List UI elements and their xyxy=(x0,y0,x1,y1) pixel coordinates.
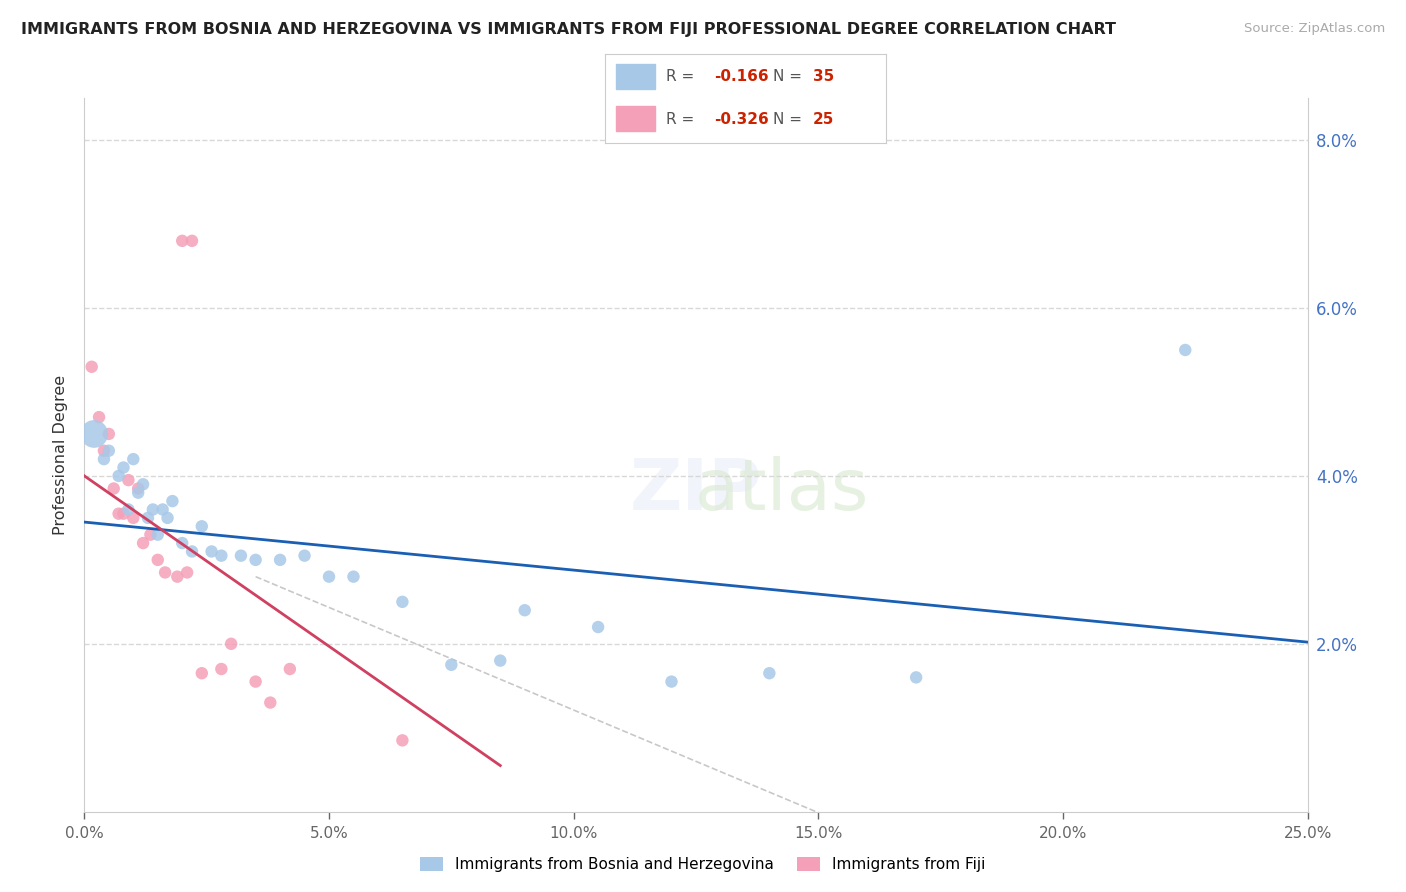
Point xyxy=(440,657,463,672)
Point xyxy=(127,482,149,496)
Point xyxy=(191,519,214,533)
Point xyxy=(107,469,129,483)
Point xyxy=(93,443,115,458)
Point xyxy=(162,494,184,508)
Point xyxy=(489,654,512,668)
Point xyxy=(142,502,165,516)
Point xyxy=(181,234,204,248)
Text: R =: R = xyxy=(666,112,700,127)
Point xyxy=(122,452,145,467)
Y-axis label: Professional Degree: Professional Degree xyxy=(53,375,69,535)
Bar xyxy=(616,64,655,89)
Point xyxy=(166,569,188,583)
Point xyxy=(112,507,135,521)
Point xyxy=(127,485,149,500)
Point xyxy=(294,549,316,563)
Point xyxy=(152,502,174,516)
Point xyxy=(181,544,204,558)
Point xyxy=(391,733,413,747)
Text: atlas: atlas xyxy=(695,456,869,525)
Text: N =: N = xyxy=(773,112,807,127)
Point xyxy=(661,674,683,689)
Point xyxy=(146,527,169,541)
Point xyxy=(209,549,232,563)
Point xyxy=(586,620,609,634)
Point xyxy=(905,670,928,684)
Point xyxy=(97,426,120,441)
Point xyxy=(146,553,169,567)
Point xyxy=(139,527,162,541)
Text: 25: 25 xyxy=(813,112,834,127)
Point xyxy=(269,553,291,567)
Point xyxy=(136,511,159,525)
Point xyxy=(1174,343,1197,357)
Point xyxy=(209,662,232,676)
Point xyxy=(200,544,222,558)
Point xyxy=(103,482,125,496)
Point xyxy=(97,443,120,458)
Point xyxy=(391,595,413,609)
Point xyxy=(219,637,242,651)
Point xyxy=(83,426,105,441)
Point xyxy=(172,234,194,248)
Point xyxy=(342,569,364,583)
Point xyxy=(132,477,155,491)
Point xyxy=(80,359,103,374)
Point xyxy=(156,511,179,525)
Point xyxy=(318,569,340,583)
Point xyxy=(513,603,536,617)
Text: 35: 35 xyxy=(813,69,834,84)
Text: Source: ZipAtlas.com: Source: ZipAtlas.com xyxy=(1244,22,1385,36)
Text: -0.326: -0.326 xyxy=(714,112,769,127)
Point xyxy=(132,536,155,550)
Point xyxy=(259,696,281,710)
Point xyxy=(245,553,267,567)
Point xyxy=(176,566,198,580)
Text: IMMIGRANTS FROM BOSNIA AND HERZEGOVINA VS IMMIGRANTS FROM FIJI PROFESSIONAL DEGR: IMMIGRANTS FROM BOSNIA AND HERZEGOVINA V… xyxy=(21,22,1116,37)
Point xyxy=(107,507,129,521)
Point xyxy=(117,473,139,487)
Text: R =: R = xyxy=(666,69,700,84)
Text: ZIP: ZIP xyxy=(630,456,762,525)
Point xyxy=(229,549,252,563)
Point xyxy=(245,674,267,689)
Point xyxy=(93,452,115,467)
Point xyxy=(87,410,110,425)
Point xyxy=(191,666,214,681)
Point xyxy=(117,502,139,516)
Point xyxy=(122,511,145,525)
Legend: Immigrants from Bosnia and Herzegovina, Immigrants from Fiji: Immigrants from Bosnia and Herzegovina, … xyxy=(412,849,994,880)
Point xyxy=(172,536,194,550)
Bar xyxy=(616,106,655,131)
Text: -0.166: -0.166 xyxy=(714,69,769,84)
Point xyxy=(758,666,780,681)
Text: N =: N = xyxy=(773,69,807,84)
Point xyxy=(278,662,301,676)
Point xyxy=(153,566,176,580)
Point xyxy=(112,460,135,475)
